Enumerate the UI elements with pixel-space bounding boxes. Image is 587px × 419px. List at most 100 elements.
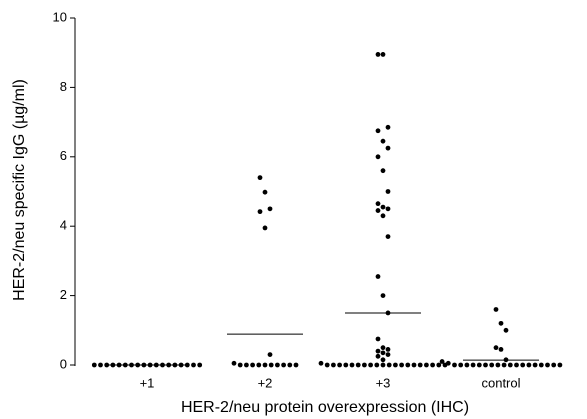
data-point bbox=[498, 320, 504, 326]
data-point bbox=[104, 362, 110, 368]
data-point bbox=[343, 362, 349, 368]
data-point bbox=[231, 360, 237, 366]
data-point bbox=[380, 168, 386, 174]
data-point bbox=[476, 362, 482, 368]
data-point bbox=[464, 362, 470, 368]
data-point bbox=[452, 362, 457, 368]
data-point bbox=[375, 336, 381, 342]
y-tick-label: 2 bbox=[60, 287, 67, 302]
data-point bbox=[520, 362, 526, 368]
data-point bbox=[237, 362, 243, 368]
data-point bbox=[501, 362, 507, 368]
data-point bbox=[324, 362, 330, 368]
data-point bbox=[458, 362, 464, 368]
data-point bbox=[424, 362, 429, 368]
data-point bbox=[380, 357, 386, 363]
data-point bbox=[275, 362, 280, 368]
data-point bbox=[417, 362, 423, 368]
data-point bbox=[551, 362, 557, 368]
data-point bbox=[545, 362, 550, 368]
data-point bbox=[184, 362, 190, 368]
data-point bbox=[385, 189, 391, 194]
data-point bbox=[375, 208, 381, 213]
data-point bbox=[385, 352, 391, 357]
data-point bbox=[375, 201, 381, 207]
data-point bbox=[91, 362, 97, 368]
data-point bbox=[355, 362, 361, 368]
data-point bbox=[287, 362, 293, 368]
data-point bbox=[393, 362, 398, 368]
data-point bbox=[281, 362, 286, 368]
data-point bbox=[439, 359, 445, 364]
x-tick-label: control bbox=[481, 375, 520, 390]
y-tick-label: 0 bbox=[60, 356, 67, 371]
data-point bbox=[385, 124, 391, 130]
data-point bbox=[507, 362, 513, 368]
data-point bbox=[532, 362, 538, 368]
y-tick-label: 4 bbox=[60, 218, 67, 233]
data-point bbox=[385, 346, 391, 352]
data-point bbox=[411, 362, 417, 368]
data-point bbox=[386, 362, 392, 368]
data-point bbox=[337, 362, 342, 368]
data-point bbox=[380, 345, 386, 351]
y-tick-label: 10 bbox=[53, 9, 67, 24]
data-point bbox=[493, 345, 499, 351]
data-point bbox=[493, 307, 499, 312]
data-point bbox=[375, 52, 381, 57]
data-point bbox=[191, 362, 196, 368]
data-point bbox=[375, 154, 381, 160]
data-point bbox=[380, 213, 386, 219]
data-point bbox=[257, 175, 263, 181]
data-point bbox=[374, 362, 380, 368]
data-point bbox=[362, 362, 367, 368]
data-point bbox=[267, 352, 273, 357]
data-point bbox=[380, 350, 386, 356]
data-point bbox=[267, 206, 273, 212]
data-point bbox=[349, 362, 355, 368]
data-point bbox=[405, 362, 411, 368]
data-point bbox=[244, 362, 249, 368]
data-point bbox=[385, 234, 391, 240]
data-point bbox=[557, 362, 563, 368]
data-point bbox=[98, 362, 103, 368]
data-point bbox=[385, 145, 391, 151]
data-point bbox=[368, 362, 373, 368]
data-point bbox=[380, 52, 386, 57]
data-point bbox=[380, 204, 386, 210]
data-point bbox=[197, 362, 203, 368]
data-point bbox=[256, 362, 262, 368]
data-point bbox=[331, 362, 336, 368]
data-point bbox=[445, 360, 451, 366]
y-tick-label: 8 bbox=[60, 79, 67, 94]
data-point bbox=[498, 346, 504, 352]
data-point bbox=[470, 362, 476, 368]
x-tick-label: +3 bbox=[376, 375, 391, 390]
data-point bbox=[375, 353, 381, 359]
data-point bbox=[538, 362, 544, 368]
data-point bbox=[293, 362, 299, 368]
data-point bbox=[399, 362, 404, 368]
data-point bbox=[489, 362, 495, 368]
data-point bbox=[262, 225, 268, 231]
data-point bbox=[436, 362, 442, 368]
data-point bbox=[385, 206, 391, 212]
y-axis-label: HER-2/neu specific IgG (µg/ml) bbox=[11, 79, 28, 301]
data-point bbox=[380, 293, 386, 298]
data-point bbox=[262, 189, 268, 195]
data-point bbox=[262, 362, 268, 368]
data-point bbox=[495, 362, 501, 368]
data-point bbox=[526, 362, 532, 368]
data-point bbox=[483, 362, 488, 368]
x-axis-label: HER-2/neu protein overexpression (IHC) bbox=[181, 399, 469, 416]
data-point bbox=[318, 360, 324, 366]
x-tick-label: +1 bbox=[140, 375, 155, 390]
data-point bbox=[257, 209, 263, 215]
data-point bbox=[380, 362, 386, 368]
data-point bbox=[375, 274, 381, 279]
data-point bbox=[375, 128, 381, 134]
y-tick-label: 6 bbox=[60, 148, 67, 163]
data-point bbox=[375, 348, 381, 354]
data-point bbox=[514, 362, 519, 368]
